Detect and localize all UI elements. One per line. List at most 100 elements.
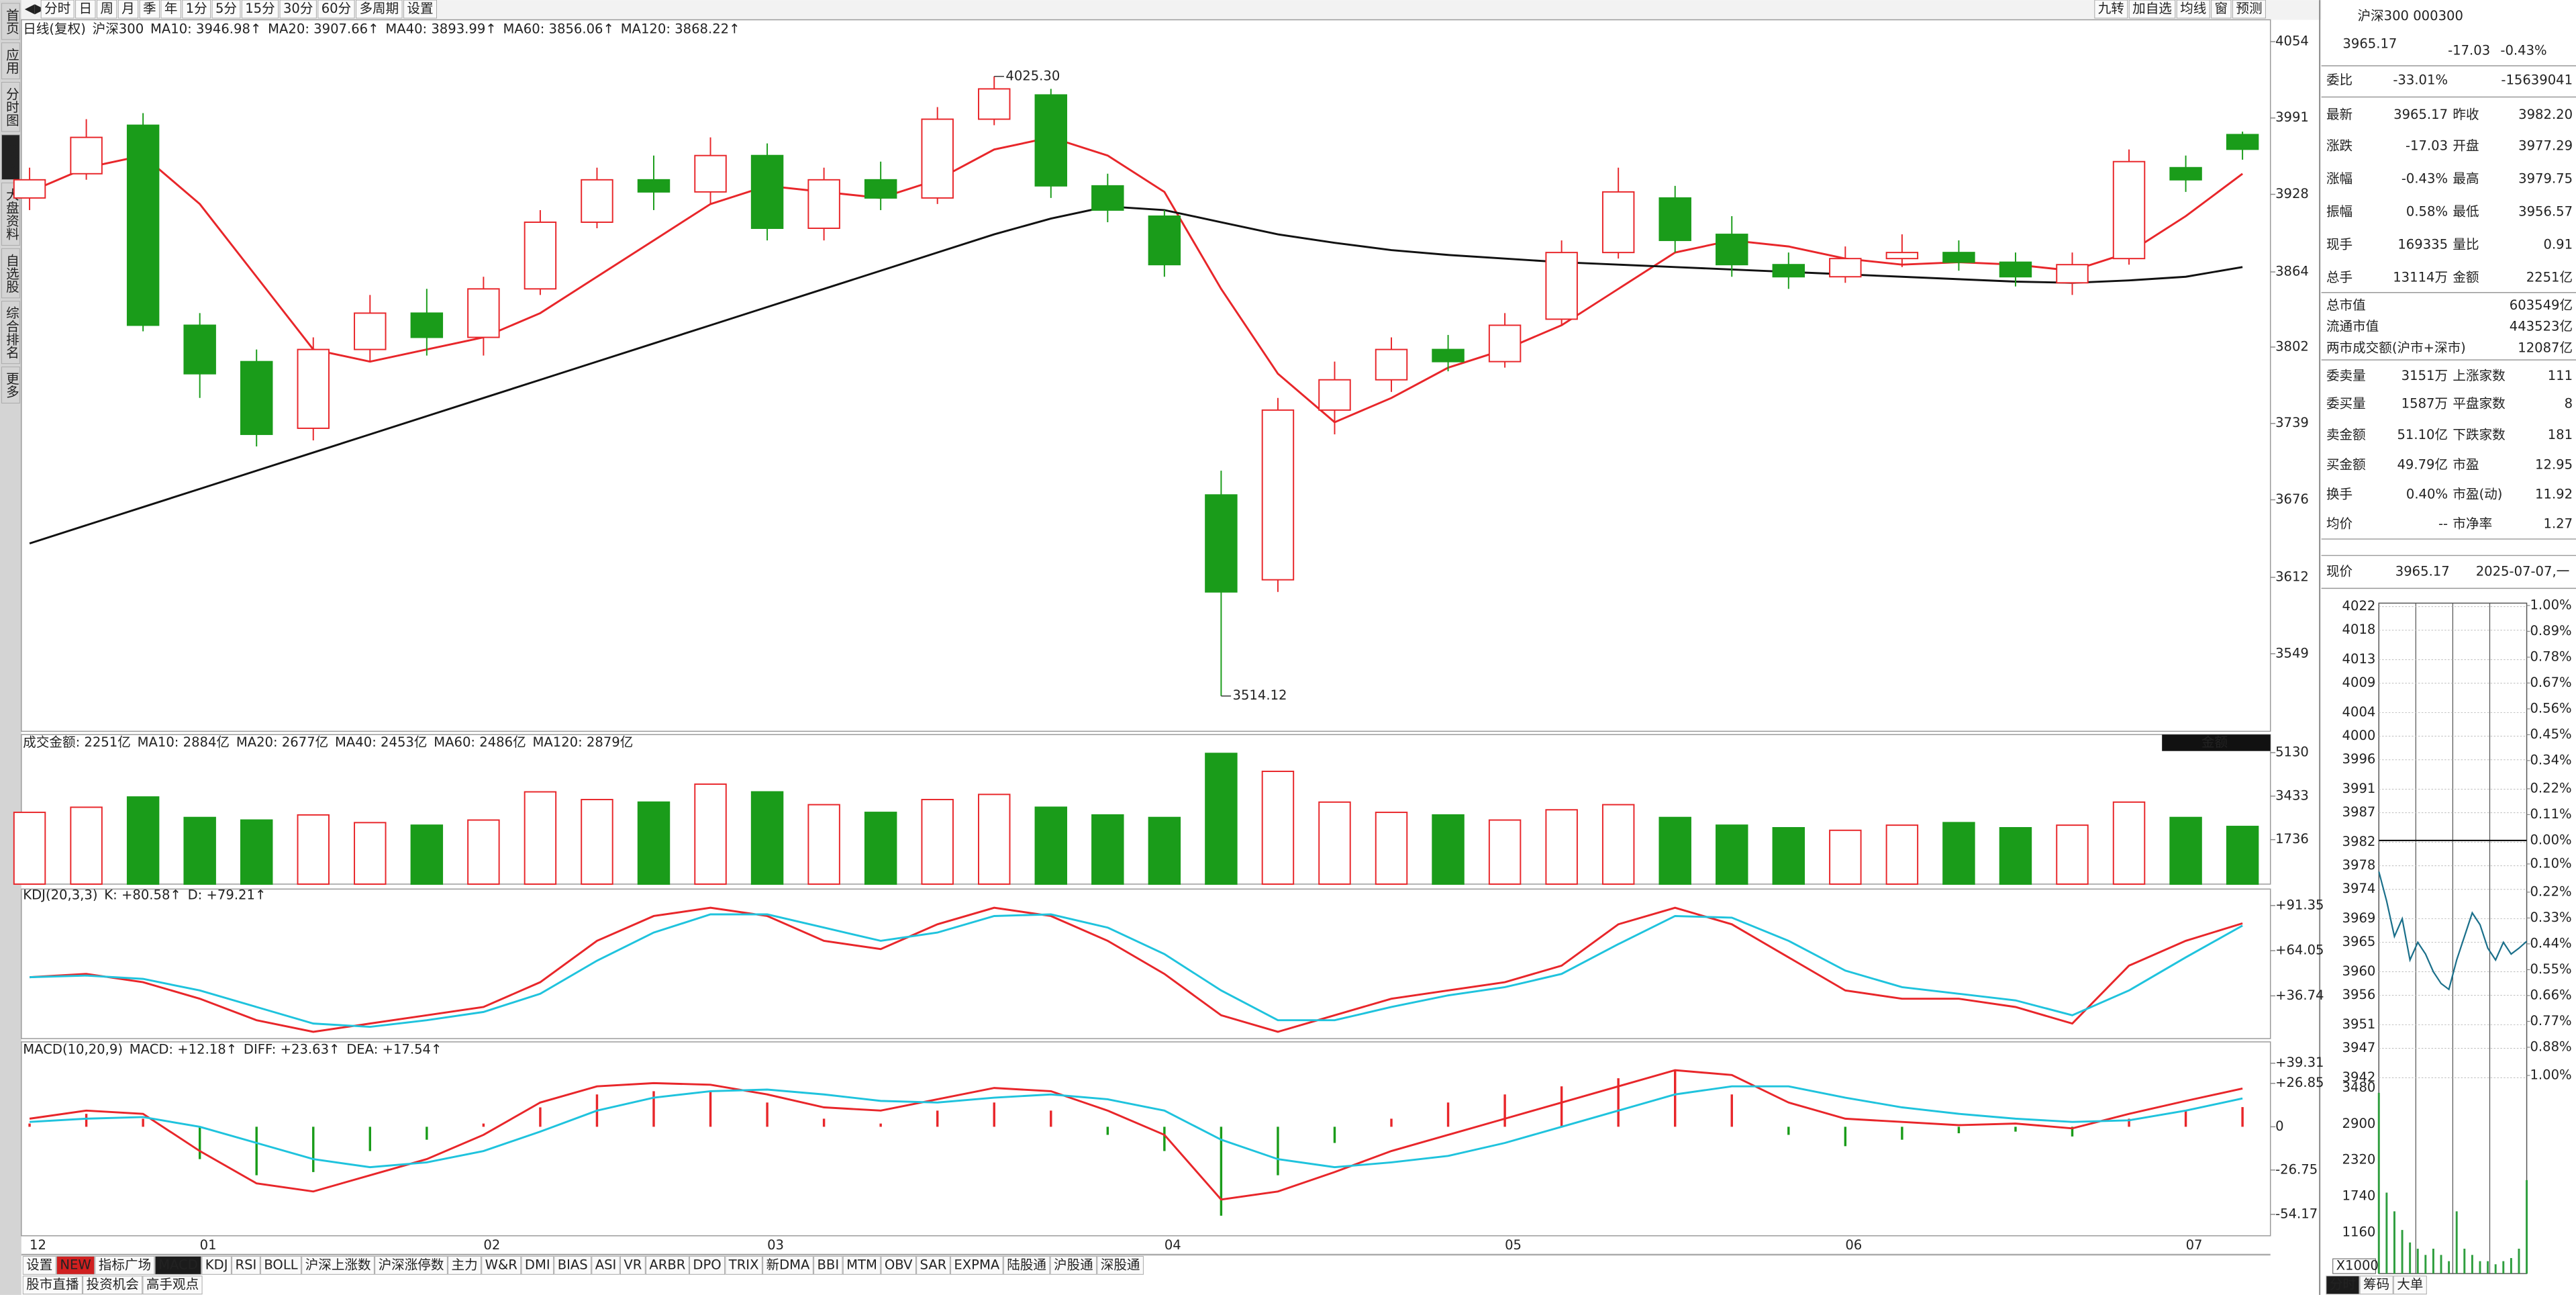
indicator-tab-bg[interactable] <box>22 1255 56 1275</box>
tool-button[interactable]: 加自选 <box>2132 1 2172 16</box>
period-button[interactable]: 30分 <box>283 1 313 16</box>
side-tab[interactable]: 大单 <box>2397 1277 2423 1292</box>
sidebar-tab-bg[interactable] <box>1 248 20 299</box>
tool-button-bg[interactable] <box>2128 0 2176 19</box>
period-button[interactable]: 周 <box>100 1 113 16</box>
tool-button[interactable]: 九转 <box>2098 1 2124 16</box>
sidebar-tab[interactable]: 应用 <box>3 48 19 74</box>
side-tab[interactable]: 筹码 <box>2363 1277 2389 1292</box>
period-button[interactable]: 15分 <box>245 1 275 16</box>
sidebar-tab-bg[interactable] <box>1 301 20 365</box>
indicator-tab[interactable]: W&R <box>485 1257 518 1272</box>
tool-button-bg[interactable] <box>2211 0 2232 19</box>
period-button[interactable]: 月 <box>121 1 135 16</box>
indicator-tab-bg[interactable] <box>95 1255 155 1275</box>
side-tab-bg[interactable] <box>2326 1276 2360 1295</box>
period-button-bg[interactable] <box>96 0 117 19</box>
indicator-tab[interactable]: 沪深涨停数 <box>379 1257 444 1272</box>
sidebar-tab[interactable]: 首页 <box>3 8 19 34</box>
sidebar-tab-bg[interactable] <box>1 3 20 40</box>
indicator-tab-bg[interactable] <box>301 1255 375 1275</box>
indicator-tab[interactable]: 陆股通 <box>1007 1257 1046 1272</box>
tool-button[interactable]: 窗 <box>2215 1 2228 16</box>
indicator-tab-bg[interactable] <box>481 1255 522 1275</box>
period-button[interactable]: 60分 <box>321 1 352 16</box>
period-button[interactable]: 5分 <box>215 1 237 16</box>
tool-button[interactable]: 预测 <box>2236 1 2262 16</box>
indicator-tab[interactable]: 沪股通 <box>1054 1257 1093 1272</box>
sidebar-tab-bg[interactable] <box>1 134 20 181</box>
indicator-tab-bg[interactable] <box>201 1255 232 1275</box>
period-button-bg[interactable] <box>139 0 160 19</box>
indicator-tab-bg[interactable] <box>375 1255 448 1275</box>
bottom-tab[interactable]: 投资机会 <box>87 1277 139 1292</box>
indicator-tab-bg[interactable] <box>842 1255 881 1275</box>
indicator-tab-bg[interactable] <box>154 1255 202 1275</box>
tool-button-bg[interactable] <box>2232 0 2266 19</box>
indicator-tab-bg[interactable] <box>762 1255 813 1275</box>
period-button-bg[interactable] <box>75 0 96 19</box>
indicator-tab[interactable]: DMI <box>525 1257 550 1272</box>
sidebar-tab[interactable]: 自选股 <box>3 254 19 293</box>
period-button-bg[interactable] <box>160 0 181 19</box>
period-button[interactable]: 日 <box>79 1 92 16</box>
indicator-tab[interactable]: OBV <box>885 1257 913 1272</box>
side-tab-bg[interactable] <box>2393 1276 2427 1295</box>
side-tab[interactable]: 分时 <box>2330 1277 2356 1292</box>
indicator-tab-bg[interactable] <box>56 1255 95 1275</box>
tool-button-bg[interactable] <box>2094 0 2128 19</box>
indicator-tab[interactable]: MACD <box>158 1257 198 1272</box>
period-button[interactable]: 分时 <box>44 1 70 16</box>
period-button[interactable]: 多周期 <box>359 1 399 16</box>
period-button-bg[interactable] <box>117 0 139 19</box>
bottom-tab[interactable]: 股市直播 <box>26 1277 79 1292</box>
indicator-tab[interactable]: TRIX <box>728 1257 759 1272</box>
indicator-tab[interactable]: NEW <box>60 1257 91 1272</box>
indicator-tab[interactable]: 设置 <box>26 1257 52 1272</box>
indicator-tab-bg[interactable] <box>813 1255 843 1275</box>
indicator-tab[interactable]: EXPMA <box>954 1257 999 1272</box>
indicator-tab[interactable]: SAR <box>920 1257 947 1272</box>
indicator-tab-bg[interactable] <box>591 1255 620 1275</box>
period-button[interactable]: 设置 <box>407 1 433 16</box>
sidebar-tab[interactable]: 大盘资料 <box>3 188 19 240</box>
indicator-tab[interactable]: KDJ <box>205 1257 228 1272</box>
period-button-bg[interactable] <box>356 0 403 19</box>
indicator-tab[interactable]: VR <box>624 1257 642 1272</box>
indicator-tab-bg[interactable] <box>521 1255 554 1275</box>
indicator-tab-bg[interactable] <box>645 1255 689 1275</box>
indicator-tab-bg[interactable] <box>448 1255 482 1275</box>
period-button-bg[interactable] <box>241 0 279 19</box>
indicator-tab[interactable]: BIAS <box>558 1257 588 1272</box>
sidebar-tab[interactable]: 更多 <box>3 372 19 398</box>
indicator-tab[interactable]: 新DMA <box>766 1257 811 1272</box>
indicator-tab[interactable]: BBI <box>817 1257 839 1272</box>
indicator-tab[interactable]: RSI <box>236 1257 257 1272</box>
period-button-bg[interactable] <box>317 0 355 19</box>
period-button-bg[interactable] <box>403 0 437 19</box>
indicator-tab-bg[interactable] <box>916 1255 950 1275</box>
indicator-tab-bg[interactable] <box>950 1255 1003 1275</box>
tool-button-bg[interactable] <box>2176 0 2210 19</box>
indicator-tab-bg[interactable] <box>1097 1255 1144 1275</box>
bottom-tab-bg[interactable] <box>22 1276 83 1295</box>
indicator-tab-bg[interactable] <box>725 1255 762 1275</box>
period-button-bg[interactable] <box>279 0 317 19</box>
period-button[interactable]: 1分 <box>186 1 207 16</box>
tool-button[interactable]: 均线 <box>2180 1 2206 16</box>
indicator-tab[interactable]: 主力 <box>451 1257 477 1272</box>
indicator-tab[interactable]: ARBR <box>649 1257 685 1272</box>
indicator-tab-bg[interactable] <box>881 1255 916 1275</box>
indicator-tab[interactable]: ASI <box>595 1257 617 1272</box>
indicator-tab-bg[interactable] <box>689 1255 726 1275</box>
bottom-tab-bg[interactable] <box>142 1276 203 1295</box>
period-button[interactable]: 年 <box>164 1 178 16</box>
indicator-tab[interactable]: MTM <box>846 1257 877 1272</box>
indicator-tab-bg[interactable] <box>232 1255 260 1275</box>
indicator-tab[interactable]: 沪深上涨数 <box>305 1257 371 1272</box>
sidebar-tab[interactable]: K线图 <box>3 140 19 175</box>
indicator-tab-bg[interactable] <box>1050 1255 1097 1275</box>
bottom-tab[interactable]: 高手观点 <box>146 1277 199 1292</box>
indicator-tab[interactable]: 指标广场 <box>99 1257 151 1272</box>
indicator-tab[interactable]: DPO <box>693 1257 721 1272</box>
